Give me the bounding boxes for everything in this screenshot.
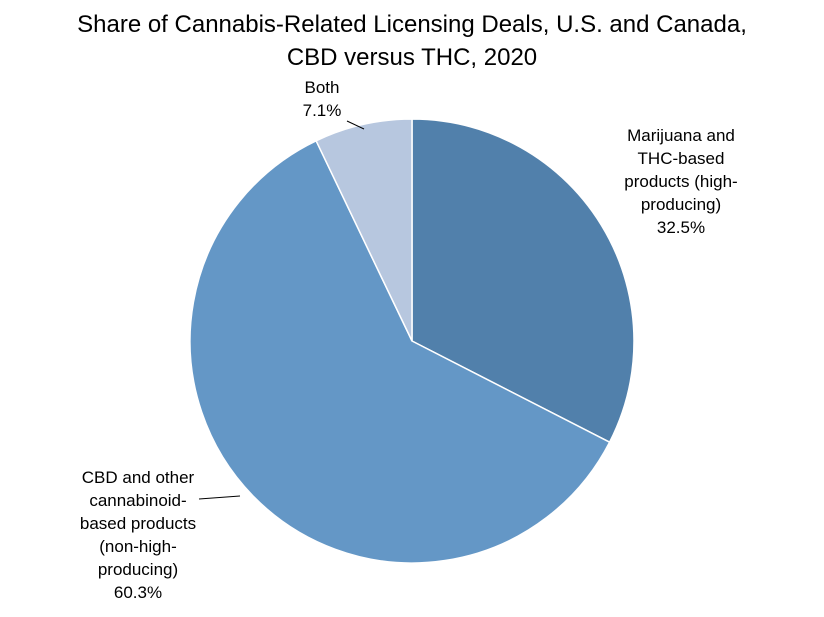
slice-label-2-line-2: cannabinoid-	[89, 491, 186, 510]
pie-slice-1	[411, 118, 635, 444]
chart-title-line-1: Share of Cannabis-Related Licensing Deal…	[77, 11, 747, 38]
leader-lines	[198, 120, 365, 500]
pie-slice-2	[189, 139, 611, 564]
slice-label-2: CBD and other cannabinoid-based products (…	[80, 468, 196, 602]
slice-label-1: Marijuana and THC-based products (high-pro…	[624, 126, 737, 237]
slice-label-2-line-4: (non-high-	[99, 537, 177, 556]
slice-label-1-line-4: producing)	[641, 195, 721, 214]
slice-label-3: Both 7.1%	[303, 78, 342, 120]
slice-label-2-line-1: CBD and other	[82, 468, 195, 487]
leader-line-2	[198, 495, 241, 500]
chart-title: Share of Cannabis-Related Licensing Deal…	[0, 8, 824, 74]
slice-label-1-line-3: products (high-	[624, 172, 737, 191]
slice-label-3-line-1: Both	[305, 78, 340, 97]
leader-line-3	[346, 120, 365, 130]
chart-title-line-2: CBD versus THC, 2020	[286, 44, 538, 71]
pie-slices	[189, 118, 635, 564]
slice-label-3-line-2: 7.1%	[303, 101, 342, 120]
slice-label-1-line-5: 32.5%	[657, 218, 705, 237]
slice-label-2-line-3: based products	[80, 514, 196, 533]
slice-label-1-line-1: Marijuana and	[627, 126, 735, 145]
slice-labels: Marijuana and THC-based products (high-pro…	[80, 78, 738, 602]
slice-label-2-line-6: 60.3%	[114, 583, 162, 602]
slice-label-1-line-2: THC-based	[638, 149, 725, 168]
pie-slice-3	[315, 118, 413, 342]
slice-label-2-line-5: producing)	[98, 560, 178, 579]
